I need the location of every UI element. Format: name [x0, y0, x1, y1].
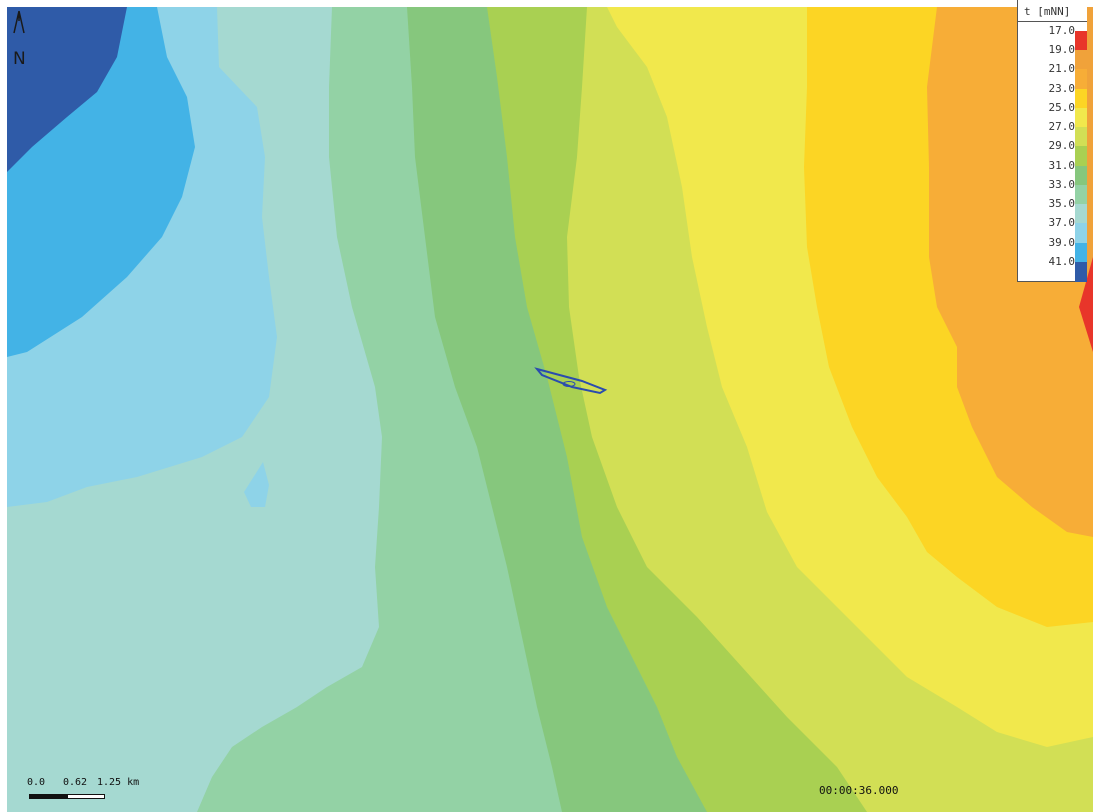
legend-label: 29.0 — [1048, 139, 1076, 153]
legend-label: 19.0 — [1048, 43, 1076, 57]
feature-marker — [562, 381, 576, 387]
legend-title: t [mNN] — [1024, 5, 1071, 18]
band-37-lobe — [244, 462, 269, 507]
legend-swatch — [1075, 146, 1087, 167]
north-arrow: N — [11, 9, 27, 69]
legend-label: 23.0 — [1048, 81, 1076, 95]
band-41 — [7, 7, 127, 172]
time-display: 00:00:36.000 — [819, 784, 899, 797]
legend-label: 41.0 — [1048, 254, 1076, 268]
legend-swatch — [1075, 69, 1087, 90]
legend-swatch — [1075, 127, 1087, 148]
legend-label: 39.0 — [1048, 235, 1076, 249]
scale-label-mid: 0.62 — [63, 777, 88, 788]
legend-swatch — [1075, 88, 1087, 109]
scale-bar: 0.0 0.62 1.25 km — [27, 777, 147, 803]
legend-swatch — [1075, 223, 1087, 244]
legend-swatch — [1075, 107, 1087, 128]
legend-label: 31.0 — [1048, 158, 1076, 172]
scale-label-start: 0.0 — [27, 777, 46, 788]
legend-label: 21.0 — [1048, 62, 1076, 76]
legend: t [mNN] 17.0 19.0 21.0 23.0 25.0 27.0 29… — [1017, 0, 1087, 282]
legend-swatch — [1075, 31, 1087, 51]
legend-label: 33.0 — [1048, 177, 1076, 191]
contour-plot — [7, 7, 1093, 812]
legend-swatch — [1075, 50, 1087, 71]
north-label: N — [13, 49, 26, 69]
legend-divider — [1018, 21, 1087, 22]
legend-swatch — [1075, 261, 1087, 282]
legend-label: 25.0 — [1048, 100, 1076, 114]
legend-label: 17.0 — [1048, 24, 1076, 37]
map-view[interactable]: N 0.0 0.62 1.25 km 00:00:36.000 — [7, 7, 1093, 812]
scale-segment-2 — [67, 794, 105, 799]
north-arrow-icon — [13, 10, 25, 34]
legend-label: 35.0 — [1048, 197, 1076, 211]
legend-label: 37.0 — [1048, 216, 1076, 230]
scale-label-end: 1.25 km — [97, 777, 140, 788]
legend-label: 27.0 — [1048, 120, 1076, 134]
legend-swatch — [1075, 165, 1087, 186]
band-17 — [1079, 257, 1093, 352]
legend-swatch — [1075, 204, 1087, 225]
scale-segment-1 — [29, 794, 67, 799]
feature-outline — [534, 367, 608, 395]
legend-swatch — [1075, 184, 1087, 205]
legend-swatch — [1075, 242, 1087, 263]
legend-color-bar — [1075, 31, 1087, 282]
